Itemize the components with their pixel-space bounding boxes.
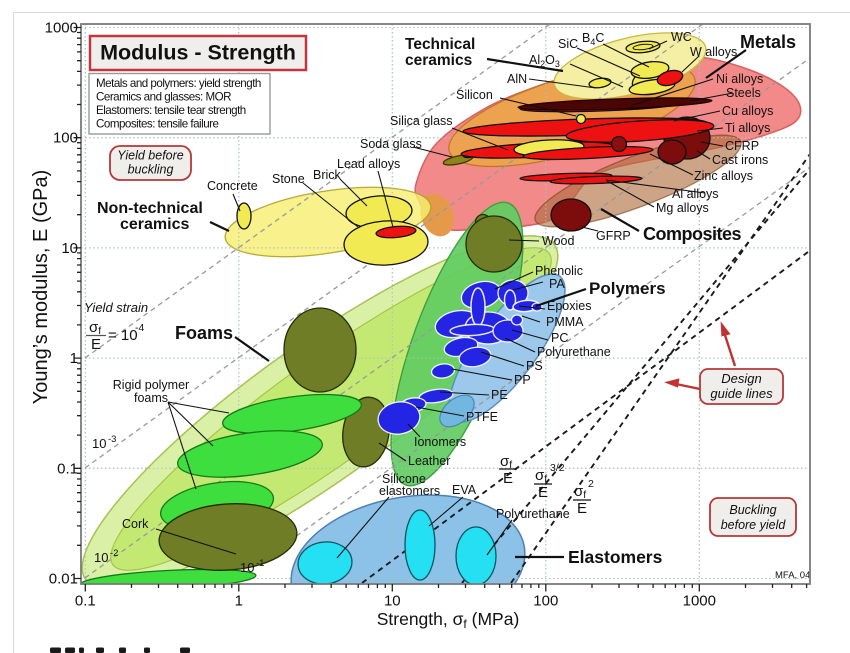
svg-text:Non-technical: Non-technical bbox=[97, 200, 203, 217]
svg-text:guide lines: guide lines bbox=[710, 386, 773, 401]
svg-text:Brick: Brick bbox=[313, 168, 342, 182]
svg-text:σf: σf bbox=[535, 467, 547, 485]
svg-text:1: 1 bbox=[70, 350, 78, 367]
svg-text:-4: -4 bbox=[135, 322, 144, 334]
svg-text:10: 10 bbox=[92, 436, 106, 451]
svg-text:Cu alloys: Cu alloys bbox=[722, 104, 773, 118]
svg-text:PC: PC bbox=[551, 331, 568, 345]
svg-text:E: E bbox=[577, 500, 587, 517]
svg-text:CFRP: CFRP bbox=[725, 139, 759, 153]
svg-text:buckling: buckling bbox=[128, 163, 174, 177]
svg-text:10: 10 bbox=[61, 240, 78, 257]
svg-text:Polymers: Polymers bbox=[589, 279, 666, 298]
svg-text:Wood: Wood bbox=[542, 234, 574, 248]
svg-text:10: 10 bbox=[94, 550, 108, 565]
svg-text:Ti alloys: Ti alloys bbox=[725, 121, 770, 135]
svg-text:-2: -2 bbox=[110, 548, 118, 559]
svg-text:Composites: Composites bbox=[643, 224, 742, 244]
svg-text:PTFE: PTFE bbox=[466, 410, 498, 424]
svg-text:2: 2 bbox=[588, 478, 594, 490]
svg-text:Young’s modulus, E (GPa): Young’s modulus, E (GPa) bbox=[30, 170, 52, 405]
svg-text:PS: PS bbox=[526, 359, 543, 373]
svg-text:before yield: before yield bbox=[721, 518, 787, 532]
svg-text:GFRP: GFRP bbox=[596, 229, 631, 243]
svg-text:Concrete: Concrete bbox=[207, 179, 258, 193]
svg-text:0.1: 0.1 bbox=[75, 593, 96, 610]
svg-text:PP: PP bbox=[514, 373, 531, 387]
svg-text:Cast irons: Cast irons bbox=[712, 153, 768, 167]
svg-text:Yield before: Yield before bbox=[117, 149, 184, 163]
svg-text:Steels: Steels bbox=[726, 86, 761, 100]
svg-text:Leather: Leather bbox=[408, 454, 450, 468]
svg-text:PE: PE bbox=[491, 388, 508, 402]
svg-text:Ceramics and glasses: MOR: Ceramics and glasses: MOR bbox=[96, 91, 231, 104]
svg-text:Modulus - Strength: Modulus - Strength bbox=[100, 41, 296, 65]
svg-text:Strength, σf (MPa): Strength, σf (MPa) bbox=[377, 609, 520, 631]
svg-text:-1: -1 bbox=[256, 558, 264, 569]
svg-text:Composites: tensile failure: Composites: tensile failure bbox=[96, 118, 219, 131]
svg-text:100: 100 bbox=[53, 130, 78, 147]
svg-text:1000: 1000 bbox=[45, 20, 78, 37]
svg-text:Metals and polymers: yield str: Metals and polymers: yield strength bbox=[96, 77, 261, 90]
svg-text:Elastomers: tensile tear stren: Elastomers: tensile tear strength bbox=[96, 104, 246, 117]
svg-text:SiC: SiC bbox=[558, 37, 578, 51]
svg-text:Ni alloys: Ni alloys bbox=[716, 72, 763, 86]
svg-text:Phenolic: Phenolic bbox=[535, 264, 583, 278]
svg-text:Stone: Stone bbox=[272, 172, 305, 186]
svg-text:EVA: EVA bbox=[452, 483, 477, 497]
svg-text:ceramics: ceramics bbox=[120, 216, 189, 233]
svg-text:= 10: = 10 bbox=[108, 327, 138, 344]
svg-text:σf: σf bbox=[500, 453, 512, 471]
svg-text:Metals: Metals bbox=[740, 32, 796, 52]
svg-text:100: 100 bbox=[533, 593, 558, 610]
svg-text:Al alloys: Al alloys bbox=[672, 187, 719, 201]
svg-text:Epoxies: Epoxies bbox=[547, 299, 591, 313]
svg-text:foams: foams bbox=[134, 391, 168, 405]
svg-text:1000: 1000 bbox=[683, 593, 716, 610]
svg-text:-3: -3 bbox=[108, 434, 116, 445]
svg-text:Zinc alloys: Zinc alloys bbox=[694, 169, 753, 183]
svg-text:σf: σf bbox=[89, 319, 101, 337]
svg-text:10: 10 bbox=[384, 593, 401, 610]
svg-text:0.01: 0.01 bbox=[49, 571, 78, 588]
svg-text:10: 10 bbox=[240, 560, 254, 575]
svg-text:Foams: Foams bbox=[175, 323, 233, 343]
svg-text:Polyurethane: Polyurethane bbox=[537, 345, 611, 359]
svg-text:Elastomers: Elastomers bbox=[568, 547, 663, 567]
svg-text:E: E bbox=[91, 336, 101, 353]
svg-text:Design: Design bbox=[721, 371, 761, 386]
svg-text:3/2: 3/2 bbox=[550, 462, 565, 474]
svg-text:Soda glass: Soda glass bbox=[360, 137, 422, 151]
svg-text:AlN: AlN bbox=[507, 72, 527, 86]
svg-text:E: E bbox=[538, 484, 548, 501]
svg-text:Mg alloys: Mg alloys bbox=[656, 201, 709, 215]
svg-text:Technical: Technical bbox=[405, 36, 475, 53]
svg-text:ceramics: ceramics bbox=[405, 52, 472, 69]
svg-text:elastomers: elastomers bbox=[379, 484, 440, 498]
svg-text:Buckling: Buckling bbox=[729, 503, 776, 517]
svg-text:Silicon: Silicon bbox=[456, 88, 493, 102]
svg-text:σf: σf bbox=[574, 483, 586, 501]
svg-text:Silica glass: Silica glass bbox=[390, 114, 453, 128]
svg-text:WC: WC bbox=[671, 30, 692, 44]
svg-text:Al2O3: Al2O3 bbox=[529, 53, 560, 69]
svg-text:Rigid polymer: Rigid polymer bbox=[113, 378, 189, 392]
svg-text:W alloys: W alloys bbox=[690, 45, 737, 59]
svg-text:E: E bbox=[503, 470, 513, 487]
svg-text:0.1: 0.1 bbox=[57, 460, 78, 477]
svg-text:Cork: Cork bbox=[122, 517, 149, 531]
svg-text:1: 1 bbox=[235, 593, 243, 610]
svg-text:Lead alloys: Lead alloys bbox=[337, 157, 400, 171]
svg-text:Yield strain: Yield strain bbox=[84, 300, 148, 315]
svg-text:Ionomers: Ionomers bbox=[414, 435, 466, 449]
svg-text:Silicone: Silicone bbox=[382, 472, 426, 486]
svg-text:Polyurethane: Polyurethane bbox=[496, 507, 570, 521]
svg-text:PMMA: PMMA bbox=[546, 315, 584, 329]
svg-text:MFA, 04: MFA, 04 bbox=[775, 570, 810, 581]
svg-text:B4C: B4C bbox=[582, 31, 604, 47]
svg-text:PA: PA bbox=[549, 277, 565, 291]
